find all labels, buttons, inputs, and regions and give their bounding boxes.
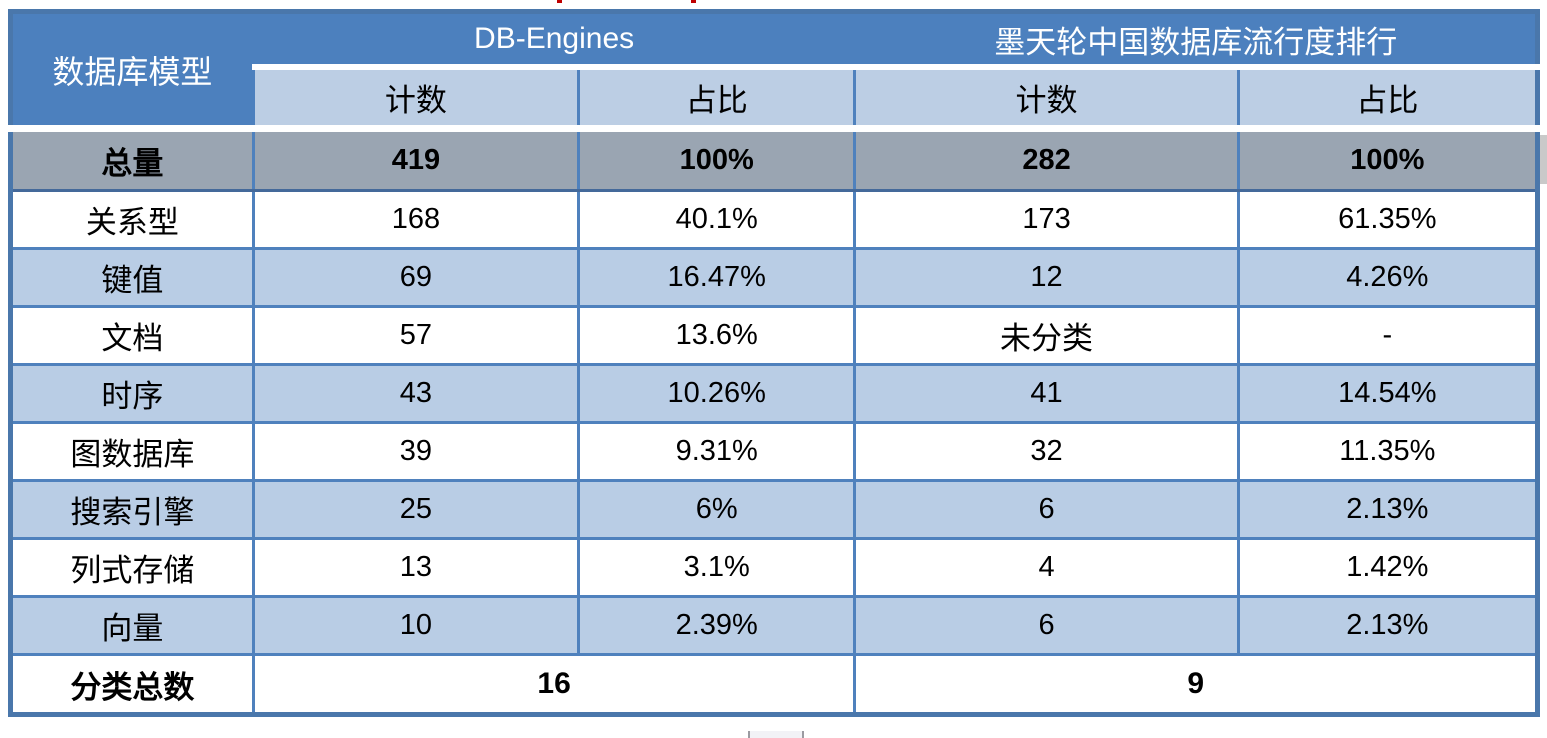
cell-value: 69 bbox=[251, 247, 581, 308]
cell-value: 4.26% bbox=[1236, 247, 1540, 308]
table-row: 列式存储 13 3.1% 4 1.42% bbox=[9, 537, 1540, 598]
cell-value: 13 bbox=[251, 537, 581, 598]
cell-value: 25 bbox=[251, 479, 581, 540]
cell-value: 13.6% bbox=[577, 305, 857, 366]
cell-value: 40.1% bbox=[577, 189, 857, 250]
cell-value: - bbox=[1236, 305, 1540, 366]
row-label: 总量 bbox=[9, 127, 255, 192]
cell-value: 6% bbox=[577, 479, 857, 540]
row-label: 向量 bbox=[9, 595, 255, 656]
group-header-row: 数据库模型 DB-Engines 墨天轮中国数据库流行度排行 bbox=[9, 10, 1539, 132]
cell-value: 6 bbox=[853, 479, 1240, 540]
horizontal-scrollbar-thumb[interactable] bbox=[748, 731, 804, 738]
cell-value: 100% bbox=[1236, 127, 1540, 192]
row-label: 图数据库 bbox=[9, 421, 255, 482]
row-label: 列式存储 bbox=[9, 537, 255, 598]
cell-value: 57 bbox=[251, 305, 581, 366]
table-row: 文档 57 13.6% 未分类 - bbox=[9, 305, 1540, 366]
cell-value: 39 bbox=[251, 421, 581, 482]
cell-value: 16.47% bbox=[577, 247, 857, 308]
cell-value: 6 bbox=[853, 595, 1240, 656]
cell-value: 12 bbox=[853, 247, 1240, 308]
cell-value: 9 bbox=[853, 653, 1539, 716]
cell-value: 419 bbox=[251, 127, 581, 192]
group-header-db-engines: DB-Engines bbox=[251, 10, 857, 70]
cell-value: 14.54% bbox=[1236, 363, 1540, 424]
database-model-comparison-table: 数据库模型 DB-Engines 墨天轮中国数据库流行度排行 计数 占比 计数 … bbox=[8, 9, 1540, 717]
table-row: 向量 10 2.39% 6 2.13% bbox=[9, 595, 1540, 656]
group-header-motianlun: 墨天轮中国数据库流行度排行 bbox=[853, 10, 1539, 70]
cell-value: 2.39% bbox=[577, 595, 857, 656]
cell-value: 1.42% bbox=[1236, 537, 1540, 598]
cell-value: 61.35% bbox=[1236, 189, 1540, 250]
cell-value: 4 bbox=[853, 537, 1240, 598]
col-header-motianlun-share: 占比 bbox=[1236, 65, 1540, 132]
cell-value: 11.35% bbox=[1236, 421, 1540, 482]
cell-value: 43 bbox=[251, 363, 581, 424]
cell-value: 173 bbox=[853, 189, 1240, 250]
total-row: 总量 419 100% 282 100% bbox=[9, 127, 1540, 192]
cell-value: 9.31% bbox=[577, 421, 857, 482]
cell-value: 16 bbox=[251, 653, 857, 716]
cell-value: 2.13% bbox=[1236, 595, 1540, 656]
col-header-motianlun-count: 计数 bbox=[853, 65, 1240, 132]
row-label: 分类总数 bbox=[9, 653, 255, 716]
col-header-dbengines-count: 计数 bbox=[251, 65, 581, 132]
row-label: 文档 bbox=[9, 305, 255, 366]
cell-value: 未分类 bbox=[853, 305, 1240, 366]
row-label: 键值 bbox=[9, 247, 255, 308]
footer-row: 分类总数 16 9 bbox=[9, 653, 1539, 716]
cell-value: 2.13% bbox=[1236, 479, 1540, 540]
row-label: 关系型 bbox=[9, 189, 255, 250]
cell-value: 3.1% bbox=[577, 537, 857, 598]
cell-value: 10.26% bbox=[577, 363, 857, 424]
col-header-dbengines-share: 占比 bbox=[577, 65, 857, 132]
table-row: 图数据库 39 9.31% 32 11.35% bbox=[9, 421, 1540, 482]
table-row: 搜索引擎 25 6% 6 2.13% bbox=[9, 479, 1540, 540]
cropped-text-artifact bbox=[557, 0, 562, 3]
cell-value: 32 bbox=[853, 421, 1240, 482]
cell-value: 100% bbox=[577, 127, 857, 192]
table-row: 键值 69 16.47% 12 4.26% bbox=[9, 247, 1540, 308]
row-label: 时序 bbox=[9, 363, 255, 424]
cell-value: 282 bbox=[853, 127, 1240, 192]
sub-header-row: 计数 占比 计数 占比 bbox=[11, 65, 1540, 132]
corner-header-cell: 数据库模型 bbox=[9, 10, 255, 132]
cell-value: 10 bbox=[251, 595, 581, 656]
cell-value: 41 bbox=[853, 363, 1240, 424]
row-label: 搜索引擎 bbox=[9, 479, 255, 540]
cell-value: 168 bbox=[251, 189, 581, 250]
right-edge-artifact bbox=[1540, 135, 1547, 184]
cropped-text-artifact bbox=[691, 0, 696, 3]
table-row: 关系型 168 40.1% 173 61.35% bbox=[9, 189, 1540, 250]
table-row: 时序 43 10.26% 41 14.54% bbox=[9, 363, 1540, 424]
